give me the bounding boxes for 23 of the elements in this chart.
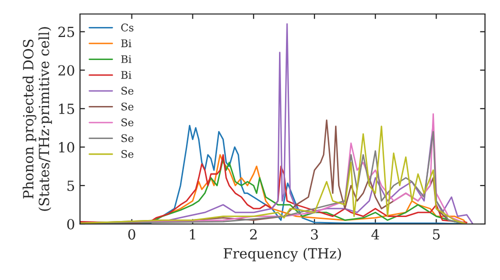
x-tick-label: 5 <box>433 229 440 240</box>
y-tick-label: 0 <box>67 218 74 230</box>
legend-label: Se <box>122 86 134 95</box>
y-axis-title: Phonon projected DOS (States/THz·primitive cell) <box>22 27 52 211</box>
legend-label: Se <box>122 102 134 110</box>
y-tick-label: 10 <box>59 142 74 153</box>
y-tick-label: 15 <box>59 104 74 114</box>
x-tick-label: 2 <box>250 229 257 240</box>
x-tick-label: 1 <box>190 229 196 240</box>
y-tick-label: 25 <box>58 26 74 38</box>
legend-label: Bi <box>121 71 132 79</box>
legend-label: Se <box>122 150 134 158</box>
x-tick-label: 4 <box>371 229 380 240</box>
legend-label: Cs <box>121 24 134 32</box>
legend-label: Bi <box>121 39 132 48</box>
x-tick-label: 3 <box>311 229 318 240</box>
x-tick-label: 0 <box>128 229 136 240</box>
y-tick-label: 5 <box>67 180 74 192</box>
y-tick-label: 20 <box>58 65 74 76</box>
x-axis-title: Frequency (THz) <box>224 248 341 262</box>
legend-label: Bi <box>121 55 132 63</box>
legend-label: Se <box>122 134 134 142</box>
legend-label: Se <box>122 118 134 126</box>
